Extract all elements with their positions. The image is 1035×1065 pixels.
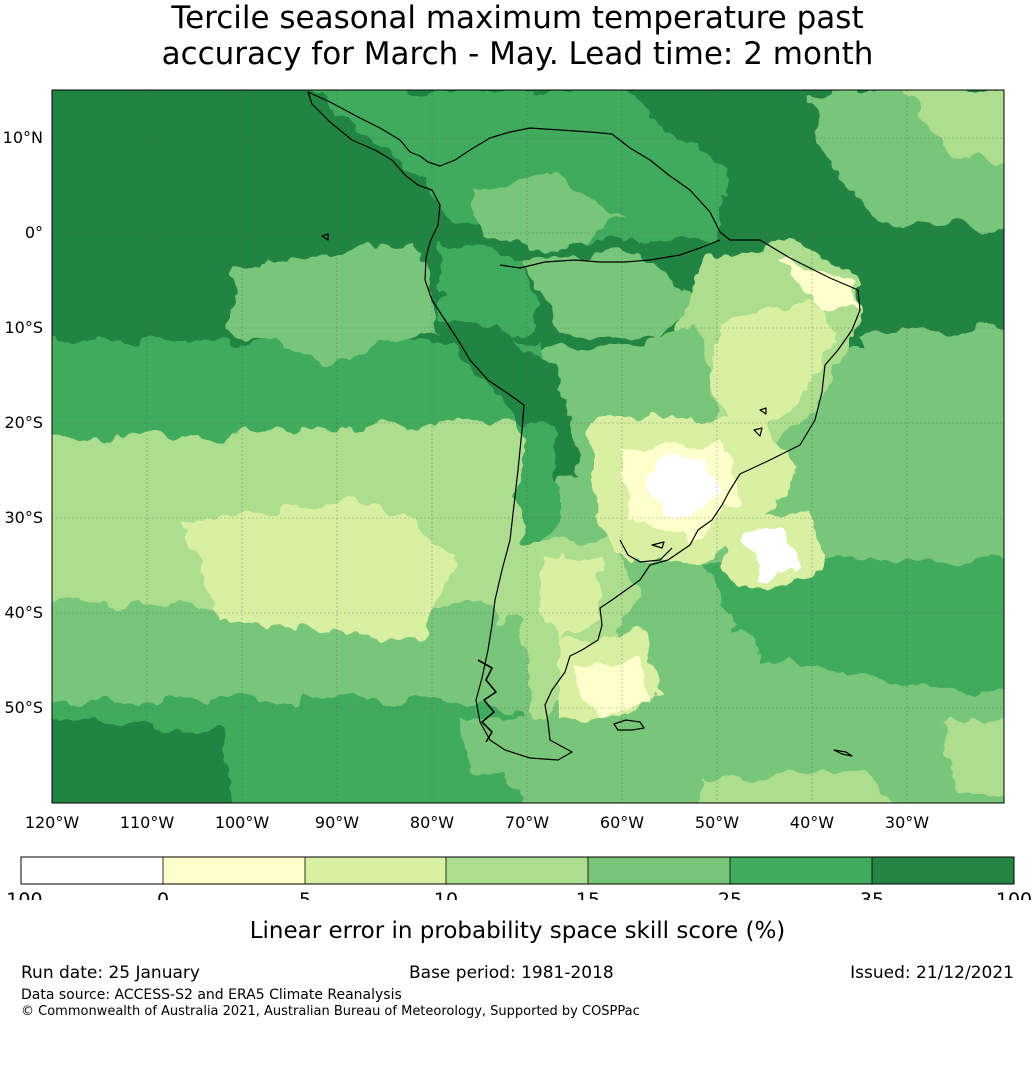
skill-field: [52, 90, 1004, 803]
skill-region: [520, 250, 700, 340]
colorbar-swatch: [446, 857, 588, 884]
base-period: Base period: 1981-2018: [409, 963, 614, 983]
lat-tick-label: 30°S: [4, 508, 43, 527]
colorbar-swatch: [21, 857, 163, 884]
skill-region: [640, 560, 720, 660]
lat-tick-label: 20°S: [4, 413, 43, 432]
skill-region: [700, 770, 893, 803]
lat-tick-label: 50°S: [4, 698, 43, 717]
skill-region: [540, 560, 600, 640]
colorbar-tick: 100: [996, 889, 1032, 900]
skill-region: [740, 530, 800, 580]
run-date: Run date: 25 January: [21, 963, 200, 983]
colorbar: [20, 856, 1015, 885]
lon-tick-label: 90°W: [315, 813, 359, 832]
skill-region: [560, 330, 720, 440]
skill-region: [520, 420, 560, 560]
skill-region: [860, 330, 1004, 560]
graticule: [52, 90, 1004, 803]
colorbar-dividers: [162, 857, 873, 884]
lat-tick-label: 0°: [25, 223, 43, 242]
galapagos: [321, 233, 329, 241]
skill-region: [900, 90, 1004, 168]
skill-region: [650, 455, 720, 520]
colorbar-tick: -100: [0, 889, 43, 900]
lon-tick-label: 60°W: [600, 813, 644, 832]
lon-tick-label: 80°W: [410, 813, 454, 832]
lon-tick-label: 70°W: [505, 813, 549, 832]
amazon-river: [499, 239, 721, 269]
title-line-2: accuracy for March - May. Lead time: 2 m…: [161, 36, 874, 72]
skill-region: [310, 90, 720, 240]
lon-tick-label: 120°W: [25, 813, 80, 832]
map-title: Tercile seasonal maximum temperature pas…: [0, 0, 1035, 72]
skill-region: [460, 720, 600, 790]
colorbar-swatch: [872, 857, 1014, 884]
issued-date: Issued: 21/12/2021: [850, 963, 1014, 983]
colorbar-swatch: [588, 857, 730, 884]
title-line-1: Tercile seasonal maximum temperature pas…: [171, 0, 864, 36]
lat-tick-label: 10°S: [4, 318, 43, 337]
lon-tick-label: 40°W: [790, 813, 834, 832]
colorbar-tick-labels: -100 0 5 10 15 25 35 100: [0, 889, 1032, 900]
colorbar-tick: 10: [434, 889, 458, 900]
skill-region: [180, 500, 460, 640]
south-america-coast: [307, 91, 861, 761]
south-georgia: [833, 749, 853, 757]
map-frame: [51, 89, 1005, 804]
skill-region: [52, 720, 237, 803]
skill-region: [780, 260, 860, 310]
skill-region: [570, 660, 650, 720]
lon-tick-label: 110°W: [120, 813, 175, 832]
colorbar-swatch: [163, 857, 305, 884]
colorbar-label: Linear error in probability space skill …: [249, 918, 786, 944]
colorbar-tick: 5: [299, 889, 311, 900]
skill-region: [940, 720, 1004, 799]
lake-marker: [759, 407, 767, 415]
coastline: [307, 91, 861, 761]
skill-region: [470, 170, 620, 250]
colorbar-frame: [20, 856, 1015, 885]
lon-tick-label: 50°W: [695, 813, 739, 832]
chile-fjords: [477, 659, 497, 743]
uruguay-river: [619, 539, 673, 563]
colorbar-swatch: [305, 857, 446, 884]
lon-tick-label: 30°W: [885, 813, 929, 832]
skill-region: [700, 560, 1004, 700]
skill-map: 10°N 0° 10°S 20°S 30°S 40°S 50°S 120°W 1…: [0, 89, 1032, 900]
copyright: © Commonwealth of Australia 2021, Austra…: [21, 1004, 640, 1019]
colorbar-tick: 35: [860, 889, 884, 900]
lagoon-marker: [651, 541, 665, 549]
data-source: Data source: ACCESS-S2 and ERA5 Climate …: [21, 987, 402, 1003]
lat-tick-label: 10°N: [3, 128, 43, 147]
longitude-labels: 120°W 110°W 100°W 90°W 80°W 70°W 60°W 50…: [25, 813, 929, 832]
skill-region: [710, 300, 840, 440]
latitude-labels: 10°N 0° 10°S 20°S 30°S 40°S 50°S: [3, 128, 43, 717]
lat-tick-label: 40°S: [4, 603, 43, 622]
skill-region: [230, 240, 440, 360]
falklands: [613, 719, 645, 731]
colorbar-tick: 15: [576, 889, 600, 900]
colorbar-tick: 25: [718, 889, 742, 900]
colorbar-swatch: [730, 857, 872, 884]
colorbar-tick: 0: [157, 889, 169, 900]
lon-tick-label: 100°W: [215, 813, 270, 832]
lake-marker: [753, 427, 763, 437]
